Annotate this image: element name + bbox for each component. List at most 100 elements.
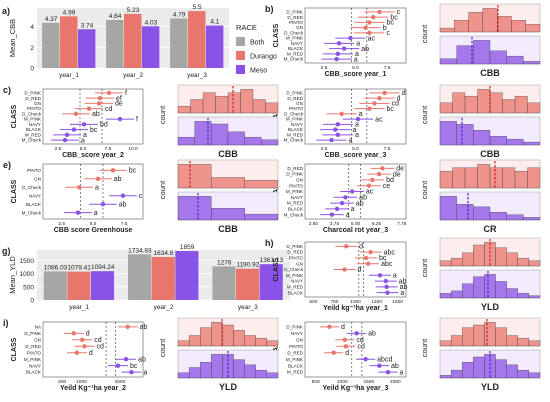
y-axis-label: Mean_CBB [8, 19, 17, 57]
significance-letter: ab [92, 111, 100, 118]
significance-letter: c [397, 9, 401, 16]
mean-point [117, 116, 123, 122]
hist-bin [255, 337, 268, 347]
hist-bin [439, 121, 457, 146]
hist-x-label: CBB [480, 68, 500, 78]
class-tick-label: GN [296, 101, 303, 106]
significance-letter: a [355, 51, 359, 58]
mean-point [96, 101, 102, 106]
x-tick-label: 7.75 [397, 221, 407, 227]
class-tick-label: PINTO [27, 350, 41, 355]
significance-letter: f [125, 90, 127, 97]
significance-letter: de [393, 171, 401, 178]
mean-point [100, 201, 106, 207]
mean-point [329, 137, 334, 143]
hist-bin [506, 364, 518, 379]
hist-bin [482, 8, 498, 33]
plot-frame [304, 7, 407, 64]
legend-swatch [236, 65, 245, 74]
hist-bin [177, 196, 212, 221]
hist-y-label: count [158, 338, 167, 357]
hist-bin [468, 12, 484, 33]
hist-panel-c: count CBB [158, 84, 279, 159]
hist-bin [495, 281, 507, 299]
significance-letter: a [81, 137, 85, 144]
mean-point [370, 14, 376, 20]
bar-value-label: 4.1 [210, 19, 219, 26]
hist-bin [439, 196, 457, 221]
mean-point [367, 20, 372, 25]
hist-y-label: count [420, 258, 429, 277]
hist-bin [489, 50, 507, 65]
x-tick-label: 7.5 [105, 146, 112, 152]
mean-point [385, 369, 391, 375]
class-tick-label: M_PINK [286, 117, 304, 122]
class-tick-label: GN [296, 261, 303, 266]
significance-letter: ef [116, 95, 122, 102]
mean-point [344, 244, 349, 249]
mean-point [339, 111, 344, 117]
hist-bin [177, 106, 191, 114]
hist-bin [506, 55, 524, 65]
x-tick-label: 500 [309, 299, 317, 305]
class-axis-label: CLASS [273, 179, 280, 203]
x-tick-label: 1000 [337, 379, 348, 385]
significance-letter: a [95, 184, 99, 191]
legend: RACE Both Durango Meso [236, 23, 277, 75]
mean-point [106, 90, 112, 96]
hist-bin [439, 340, 452, 347]
class-tick-label: M_PINK [286, 36, 304, 41]
hist-x-label: YLD [481, 382, 500, 392]
mean-point [349, 189, 355, 194]
class-tick-label: D_PINK [24, 331, 42, 336]
hist-bin [244, 136, 262, 146]
hist-x-label: YLD [481, 302, 500, 312]
class-tick-label: D_RED [25, 96, 41, 101]
x-tick-label: 1500 [392, 299, 403, 305]
hist-bin [528, 372, 541, 379]
bar-value-label: 4.03 [145, 19, 158, 26]
x-axis-label: Yeild Kg⁻¹ha year_3 [323, 385, 389, 392]
significance-letter: ab [399, 278, 407, 285]
significance-letter: a [359, 111, 363, 118]
x-axis-label: CBB_score year_1 [325, 71, 387, 78]
hist-bin [211, 123, 229, 146]
hist-x-label: YLD [219, 382, 238, 392]
mean-point [336, 41, 342, 46]
significance-letter: ac [375, 116, 383, 123]
significance-letter: bc [379, 255, 387, 262]
mean-point [80, 337, 85, 342]
hist-bin [462, 327, 474, 347]
mean-point [370, 177, 375, 183]
x-tick-label: year_2 [154, 304, 174, 311]
mean-point [365, 261, 371, 266]
class-tick-label: PINTO [289, 20, 303, 25]
hist-bin [489, 211, 507, 221]
hist-bin [439, 170, 453, 189]
bar-meso [175, 251, 199, 300]
panel-letter: c) [3, 85, 11, 95]
class-tick-label: NAVY [291, 279, 303, 284]
hist-bin [200, 327, 212, 347]
hist-bin [473, 206, 491, 221]
significance-letter: bc [90, 127, 98, 134]
x-tick-label: 2.5 [321, 65, 328, 71]
class-tick-label: BLACK [288, 127, 304, 132]
class-tick-label: M_PINK [24, 357, 42, 362]
hist-bin [439, 375, 452, 379]
hist-x-label: CR [484, 224, 497, 234]
hist-bin [200, 362, 212, 379]
x-tick-label: 2.5 [321, 146, 328, 152]
hist-bin [528, 295, 541, 299]
y-tick-label: 4 [30, 24, 34, 31]
mean-point [331, 350, 336, 355]
significance-letter: d [397, 95, 401, 102]
hist-bin [484, 274, 496, 299]
hist-x-label: CBB [480, 149, 500, 159]
hist-bin [227, 131, 245, 146]
significance-letter: cd [105, 106, 113, 113]
significance-letter: ab [359, 194, 367, 201]
legend-swatch [236, 51, 245, 60]
